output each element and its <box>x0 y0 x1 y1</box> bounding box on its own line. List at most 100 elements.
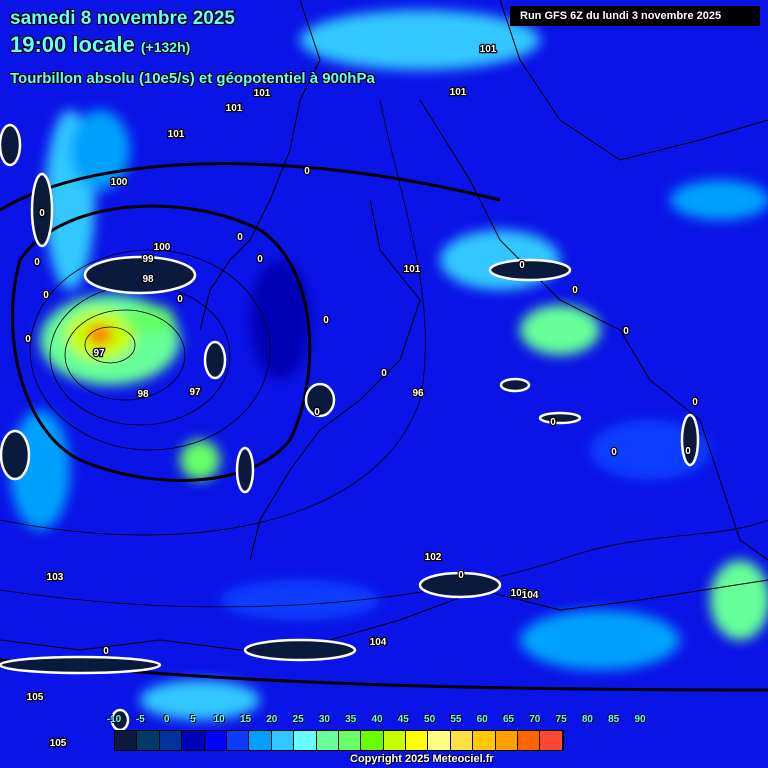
legend-label: 90 <box>634 714 646 725</box>
legend-label: 80 <box>581 714 593 725</box>
vorticity-blob <box>520 305 600 355</box>
zero-contour <box>538 411 582 425</box>
zero-contour <box>418 571 502 599</box>
vorticity-label: 0 <box>43 290 49 301</box>
vorticity-blob <box>590 420 710 480</box>
legend-label: 10 <box>213 714 225 725</box>
zero-contour <box>203 340 227 380</box>
vorticity-label: 0 <box>103 646 109 657</box>
zero-contour <box>0 429 31 481</box>
legend-swatch <box>115 731 138 750</box>
legend-swatch <box>473 731 496 750</box>
geopotential-label: 96 <box>412 388 424 399</box>
lead-time: (+132h) <box>140 39 191 55</box>
legend-label: -10 <box>106 714 122 725</box>
geopotential-label: 99 <box>142 254 154 265</box>
legend-label: 50 <box>424 714 436 725</box>
vorticity-blob <box>520 610 680 670</box>
zero-contour <box>499 377 531 393</box>
vorticity-label: 0 <box>458 570 464 581</box>
legend-swatch <box>338 731 362 750</box>
geopotential-label: 103 <box>511 588 528 599</box>
legend-swatch <box>518 731 541 750</box>
geopotential-label: 105 <box>27 692 44 703</box>
legend-label: 0 <box>163 714 170 725</box>
vorticity-label: 0 <box>323 315 329 326</box>
geopotential-label: 105 <box>50 738 67 749</box>
legend-swatch <box>495 731 519 750</box>
legend-label: 20 <box>266 714 278 725</box>
vorticity-label: 0 <box>519 260 525 271</box>
zero-contour <box>235 446 255 494</box>
legend-swatch <box>406 731 429 750</box>
legend-label: -5 <box>135 714 145 725</box>
vorticity-label: 0 <box>381 368 387 379</box>
geopotential-label: 101 <box>404 264 421 275</box>
vorticity-blob <box>88 325 112 345</box>
vorticity-blob <box>140 680 260 720</box>
coastlines <box>0 0 768 651</box>
legend-label: 55 <box>450 714 462 725</box>
zero-contour <box>488 258 572 282</box>
legend-label: 85 <box>608 714 620 725</box>
zero-contour <box>243 638 357 662</box>
vorticity-blob <box>710 560 768 640</box>
legend-label: 30 <box>318 714 330 725</box>
forecast-time: 19:00 locale (+132h) <box>10 32 190 58</box>
vorticity-label: 0 <box>692 397 698 408</box>
vorticity-label: 0 <box>177 294 183 305</box>
vorticity-label: 0 <box>304 166 310 177</box>
legend-label: 60 <box>476 714 488 725</box>
legend-label: 35 <box>345 714 357 725</box>
legend-label: 25 <box>292 714 304 725</box>
vorticity-label: 0 <box>550 417 556 428</box>
legend-label: 40 <box>371 714 383 725</box>
zero-contour <box>83 255 197 295</box>
legend-swatch <box>450 731 474 750</box>
vorticity-field <box>10 10 768 720</box>
zero-contour <box>30 172 54 248</box>
legend-swatch <box>159 731 183 750</box>
vorticity-blob <box>70 110 130 190</box>
vorticity-label: 0 <box>623 326 629 337</box>
geopotential-label: 98 <box>137 389 149 400</box>
zero-vorticity-areas <box>0 123 700 732</box>
zero-contour <box>0 655 162 675</box>
geopotential-label: 101 <box>450 87 467 98</box>
legend-label: 15 <box>239 714 252 725</box>
legend-swatch <box>361 731 384 750</box>
geopotential-label: 100 <box>154 242 171 253</box>
color-legend <box>114 730 564 751</box>
vorticity-label: 0 <box>314 407 320 418</box>
geopotential-label: 104 <box>370 637 387 648</box>
legend-label: 5 <box>190 714 196 725</box>
geopotential-label: 101 <box>480 44 497 55</box>
legend-label: 70 <box>529 714 541 725</box>
vorticity-label: 0 <box>25 334 31 345</box>
vorticity-label: 0 <box>685 446 691 457</box>
legend-swatch <box>182 731 205 750</box>
vorticity-blob <box>220 580 380 620</box>
zero-contour <box>680 413 700 467</box>
parameter-title: Tourbillon absolu (10e5/s) et géopotenti… <box>10 70 375 87</box>
run-info: Run GFS 6Z du lundi 3 novembre 2025 <box>510 6 760 26</box>
vorticity-label: 0 <box>34 257 40 268</box>
vorticity-label: 0 <box>572 285 578 296</box>
legend-label: 45 <box>397 714 409 725</box>
geopotential-label: 101 <box>226 103 243 114</box>
legend-swatch <box>294 731 317 750</box>
geopotential-label: 97 <box>93 348 105 359</box>
zero-contour <box>0 123 22 167</box>
vorticity-blob <box>180 440 220 480</box>
vorticity-label: 0 <box>611 447 617 458</box>
legend-swatch <box>249 731 272 750</box>
geopotential-label: 104 <box>522 590 539 601</box>
forecast-date: samedi 8 novembre 2025 <box>10 8 235 29</box>
vorticity-label: 0 <box>237 232 243 243</box>
legend-swatch <box>204 731 227 750</box>
legend-swatch <box>316 731 339 750</box>
geopotential-label: 101 <box>168 129 185 140</box>
geopotential-label: 100 <box>111 177 128 188</box>
